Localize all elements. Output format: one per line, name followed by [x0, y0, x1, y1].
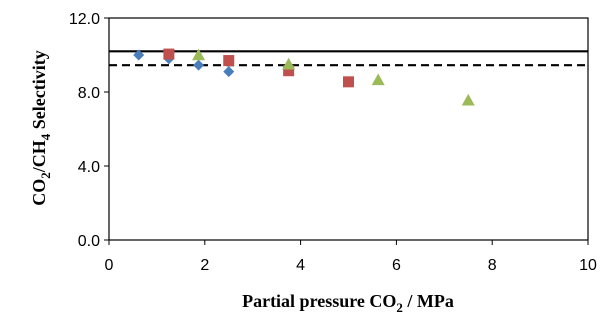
y-tick-label: 4.0: [78, 159, 100, 176]
triangle-marker: [371, 73, 385, 86]
triangle-marker: [461, 93, 475, 106]
data-markers: [133, 48, 475, 106]
plot-area: [108, 17, 589, 241]
y-tick-label: 12.0: [69, 11, 100, 28]
x-axis-ticks: 0 2 4 6 8 10: [105, 240, 597, 274]
square-marker: [343, 76, 354, 88]
y-axis-ticks: 0.0 4.0 8.0 12.0: [69, 11, 109, 250]
triangle-marker: [192, 48, 206, 61]
x-axis-title: Partial pressure CO2 / MPa: [242, 291, 454, 315]
y-tick-label: 0.0: [78, 233, 100, 250]
x-tick-label: 4: [296, 257, 305, 274]
x-tick-label: 8: [488, 257, 497, 274]
x-tick-label: 2: [200, 257, 209, 274]
x-tick-label: 0: [105, 257, 114, 274]
triangle-marker: [282, 57, 296, 70]
diamond-marker: [223, 66, 235, 78]
square-marker: [283, 65, 295, 77]
y-tick-label: 8.0: [78, 85, 100, 102]
diamond-marker: [193, 59, 205, 71]
square-marker: [223, 55, 235, 67]
plot-frame: [108, 17, 589, 241]
y-axis-title: CO2/CH4 Selectivity: [29, 50, 53, 206]
x-tick-label: 10: [579, 257, 597, 274]
square-marker: [163, 48, 175, 60]
x-tick-label: 6: [392, 257, 401, 274]
diamond-marker: [133, 49, 145, 61]
reference-lines: [109, 50, 588, 67]
